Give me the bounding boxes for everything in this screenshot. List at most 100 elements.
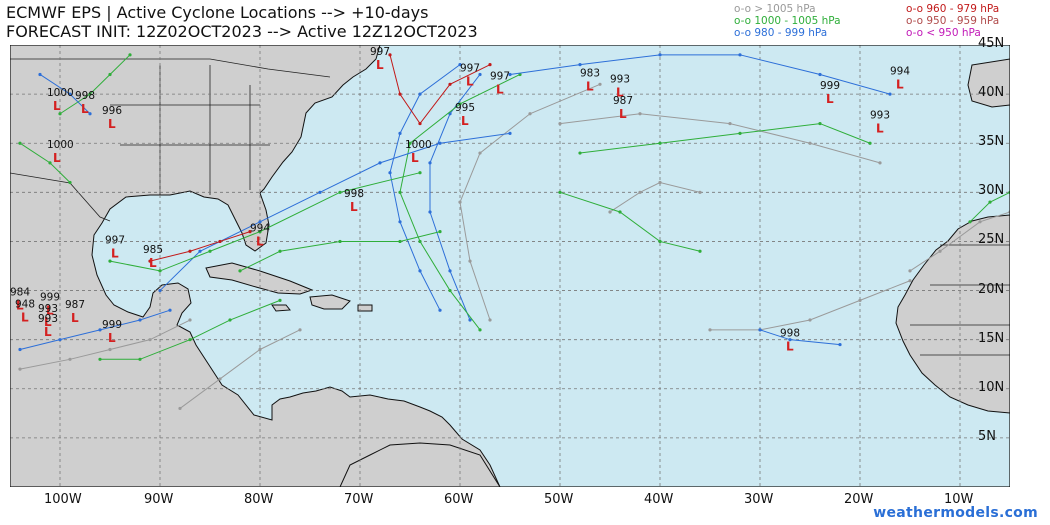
track-point (558, 121, 562, 126)
track-point (448, 269, 452, 273)
pressure-label: 993 (610, 73, 630, 85)
track-point (698, 249, 702, 253)
cyclone-track (609, 181, 701, 213)
low-marker: L (21, 310, 29, 324)
track-point (938, 249, 942, 253)
track-point (478, 151, 482, 155)
track-point (388, 171, 392, 175)
grid (10, 45, 1010, 487)
track-point (808, 318, 812, 322)
cyclone-track (149, 231, 251, 262)
track-point (228, 318, 232, 322)
track-point (338, 239, 342, 244)
track-point (68, 357, 72, 361)
low-marker: L (108, 331, 116, 345)
legend-item-980-999: o-o 980 - 999 hPa (734, 27, 828, 39)
lon-tick-label: 30W (744, 492, 774, 507)
low-marker: L (496, 82, 504, 96)
track-point (428, 210, 432, 214)
track-point (88, 92, 92, 96)
low-marker: L (53, 99, 61, 113)
track-point (88, 112, 92, 116)
track-point (698, 190, 702, 194)
cyclone-track (459, 83, 601, 321)
low-marker: L (256, 235, 264, 249)
africa-land (895, 214, 1010, 414)
low-marker: L (44, 315, 52, 329)
track-point (418, 239, 422, 244)
low-marker: L (46, 303, 54, 317)
track-point (158, 269, 162, 273)
track-point (468, 318, 472, 322)
track-point (38, 72, 42, 77)
track-point (968, 220, 972, 224)
track-point (218, 239, 222, 244)
track-point (178, 406, 182, 411)
lat-tick-label: 5N (978, 428, 996, 444)
track-point (398, 239, 402, 244)
track-point (388, 53, 392, 57)
track-point (578, 151, 582, 155)
lon-tick-label: 20W (844, 492, 874, 507)
lon-tick-label: 100W (44, 492, 82, 507)
track-point (278, 298, 282, 302)
lat-tick-label: 10N (978, 379, 1005, 395)
pressure-label: 998 (344, 188, 364, 200)
pressure-label: 996 (102, 105, 122, 117)
low-marker: L (786, 340, 794, 354)
track-point (838, 342, 842, 347)
track-point (978, 220, 982, 224)
track-point (188, 318, 192, 322)
track-point (878, 161, 882, 165)
track-point (408, 141, 412, 145)
pressure-label: 993 (38, 313, 58, 325)
pressure-label: 998 (75, 90, 95, 102)
cuba-island (205, 262, 314, 295)
track-point (98, 328, 102, 332)
low-marker: L (876, 122, 884, 136)
pressure-label: 948 (15, 298, 35, 310)
low-marker: L (71, 311, 79, 325)
low-marker: L (616, 85, 624, 99)
hispaniola-island (309, 294, 351, 310)
lon-tick-label: 60W (444, 492, 474, 507)
track-point (478, 72, 482, 77)
track-point (708, 328, 712, 332)
low-marker: L (461, 114, 469, 128)
track-point (508, 72, 512, 77)
track-point (398, 220, 402, 224)
track-point (448, 288, 452, 293)
track-point (378, 161, 382, 165)
jamaica-island (271, 304, 291, 312)
track-point (238, 269, 242, 273)
credit-watermark: weathermodels.com (873, 505, 1038, 521)
track-point (168, 308, 172, 312)
track-point (148, 259, 152, 263)
track-point (448, 82, 452, 86)
low-marker: L (411, 151, 419, 165)
low-marker: L (44, 325, 52, 339)
low-marker: L (16, 298, 24, 312)
iberia-land (967, 58, 1010, 108)
track-point (818, 72, 822, 77)
track-point (428, 161, 432, 165)
legend-item-1000-1005: o-o 1000 - 1005 hPa (734, 15, 841, 27)
track-point (888, 92, 892, 96)
track-point (48, 161, 52, 165)
track-point (18, 367, 22, 371)
lat-tick-label: 15N (978, 330, 1005, 346)
track-point (58, 338, 62, 342)
track-point (398, 190, 402, 194)
low-marker: L (81, 102, 89, 116)
lon-tick-label: 90W (144, 492, 174, 507)
track-point (658, 180, 662, 185)
lon-tick-label: 10W (944, 492, 974, 507)
track-point (488, 318, 492, 322)
pressure-label: 994 (250, 223, 270, 235)
track-point (108, 259, 112, 263)
track-point (658, 141, 662, 145)
border-usa-mexico (10, 172, 111, 222)
track-point (808, 141, 812, 145)
